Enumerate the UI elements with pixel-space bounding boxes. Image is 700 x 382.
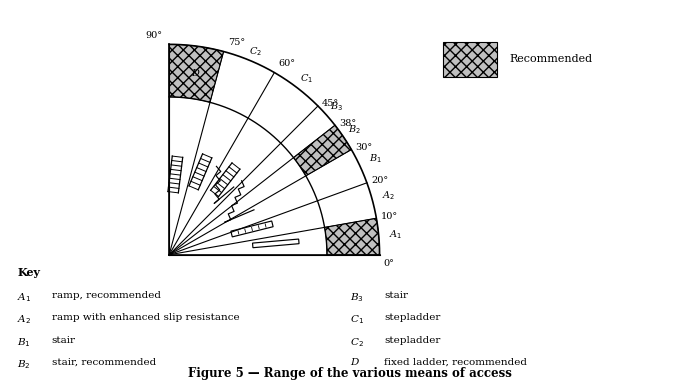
- Text: 38°: 38°: [340, 119, 356, 128]
- Text: A$_1$: A$_1$: [18, 291, 32, 304]
- Text: Key: Key: [18, 267, 41, 278]
- Text: 45°: 45°: [322, 99, 340, 108]
- Text: B$_1$: B$_1$: [369, 152, 382, 165]
- Text: D: D: [190, 69, 199, 78]
- Text: C$_2$: C$_2$: [350, 336, 364, 349]
- Text: 0°: 0°: [384, 259, 395, 268]
- Text: stepladder: stepladder: [384, 313, 441, 322]
- Text: A$_2$: A$_2$: [18, 313, 32, 326]
- Text: B$_3$: B$_3$: [350, 291, 364, 304]
- Text: ramp, recommended: ramp, recommended: [52, 291, 160, 300]
- Text: C$_2$: C$_2$: [249, 45, 262, 58]
- Text: C$_1$: C$_1$: [350, 313, 364, 326]
- Text: ramp with enhanced slip resistance: ramp with enhanced slip resistance: [52, 313, 239, 322]
- Text: 90°: 90°: [146, 31, 163, 40]
- Polygon shape: [253, 239, 299, 248]
- Text: D: D: [350, 358, 358, 367]
- Bar: [444, 42, 497, 76]
- Polygon shape: [325, 218, 379, 255]
- Text: A$_2$: A$_2$: [382, 189, 396, 202]
- Text: 30°: 30°: [356, 143, 372, 152]
- Text: stepladder: stepladder: [384, 336, 441, 345]
- Text: stair: stair: [52, 336, 76, 345]
- Text: stair: stair: [384, 291, 408, 300]
- Text: Recommended: Recommended: [510, 54, 593, 64]
- Text: 60°: 60°: [279, 59, 295, 68]
- Text: B$_2$: B$_2$: [348, 124, 360, 136]
- Text: Figure 5 — Range of the various means of access: Figure 5 — Range of the various means of…: [188, 367, 512, 380]
- Text: C$_1$: C$_1$: [300, 73, 313, 86]
- Text: 75°: 75°: [228, 38, 245, 47]
- Text: 20°: 20°: [371, 176, 388, 185]
- Polygon shape: [293, 125, 351, 176]
- Text: fixed ladder, recommended: fixed ladder, recommended: [384, 358, 527, 367]
- Text: A$_1$: A$_1$: [389, 228, 402, 241]
- Text: B$_1$: B$_1$: [18, 336, 32, 349]
- Polygon shape: [169, 44, 223, 102]
- Text: stair, recommended: stair, recommended: [52, 358, 156, 367]
- Text: 10°: 10°: [381, 212, 398, 221]
- Polygon shape: [231, 221, 273, 237]
- Text: B$_3$: B$_3$: [330, 100, 343, 113]
- Text: B$_2$: B$_2$: [18, 358, 31, 371]
